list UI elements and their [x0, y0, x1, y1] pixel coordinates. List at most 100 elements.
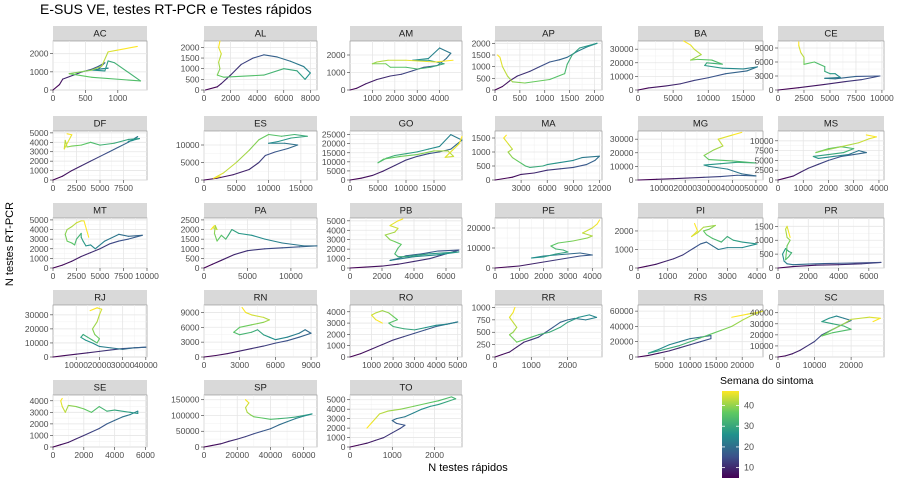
y-tick-label: 5000 — [327, 216, 346, 226]
path-segment — [720, 235, 728, 243]
y-tick-label: 150000 — [171, 395, 200, 405]
path-segment — [405, 59, 436, 63]
y-tick-label: 2000 — [472, 38, 491, 48]
path-segment — [216, 174, 234, 179]
path-segment — [383, 164, 396, 172]
path-segment — [60, 441, 69, 446]
path-segment — [445, 52, 452, 60]
path-segment — [75, 352, 89, 355]
panel-plot-area — [637, 40, 764, 91]
x-tick-label: 4000 — [248, 93, 267, 103]
path-segment — [121, 414, 131, 418]
x-tick-label: 30000 — [697, 183, 721, 193]
path-segment — [416, 148, 429, 153]
path-segment — [725, 70, 748, 75]
path-segment — [258, 133, 270, 141]
path-segment — [203, 177, 218, 181]
panel-ba: BA 0 5000 10000 15000 0 10000 20000 30000 — [610, 26, 764, 103]
path-segment — [216, 68, 221, 76]
path-segment — [99, 243, 110, 250]
panel-strip — [204, 26, 317, 41]
path-segment — [494, 266, 508, 269]
path-segment — [807, 263, 824, 265]
path-segment — [387, 408, 402, 412]
path-segment — [786, 225, 790, 233]
path-segment — [711, 245, 719, 251]
x-tick-label: 15000 — [704, 360, 728, 370]
path-segment — [388, 312, 394, 317]
path-segment — [824, 76, 841, 79]
path-segment — [741, 243, 758, 249]
path-segment — [269, 418, 280, 420]
path-segment — [106, 409, 116, 412]
path-segment — [71, 242, 76, 246]
panel-grid — [637, 41, 763, 91]
path-segment — [117, 45, 138, 51]
path-segment — [664, 258, 675, 263]
panel-grid — [203, 41, 317, 91]
path-segment — [83, 431, 93, 436]
y-tick-label: 20000 — [610, 58, 634, 68]
path-segment — [286, 416, 296, 419]
path-segment — [216, 234, 222, 242]
y-tick-label: 0 — [195, 352, 200, 362]
path-segment — [821, 317, 830, 323]
path-segment — [707, 73, 727, 79]
y-tick-label: 15000 — [322, 148, 346, 158]
y-tick-label: 10000 — [176, 140, 200, 150]
y-tick-label: 4000 — [327, 307, 346, 317]
path-segment — [788, 252, 793, 258]
path-segment — [792, 263, 809, 266]
panel-path — [204, 40, 311, 91]
x-tick-label: 20000 — [730, 360, 754, 370]
path-segment — [210, 225, 215, 231]
path-segment — [742, 66, 758, 70]
path-segment — [403, 328, 416, 331]
path-segment — [786, 239, 791, 247]
path-segment — [349, 266, 367, 269]
legend-colorbar — [722, 391, 739, 478]
path-segment — [98, 349, 112, 352]
path-segment — [731, 313, 748, 318]
path-segment — [251, 234, 266, 240]
path-segment — [412, 402, 427, 407]
y-tick-label: 0 — [769, 263, 774, 273]
path-segment — [567, 255, 581, 259]
x-tick-label: 6000 — [136, 450, 155, 460]
panel-strip — [350, 290, 462, 305]
path-segment — [133, 346, 147, 349]
path-segment — [868, 136, 877, 140]
y-tick-label: 5000 — [327, 166, 346, 176]
path-segment — [290, 135, 308, 139]
path-segment — [381, 263, 399, 267]
path-segment — [66, 145, 73, 148]
panel-path — [349, 134, 463, 181]
panel-strip-label: RR — [542, 293, 556, 304]
y-tick-label: 4000 — [30, 225, 49, 235]
x-tick-label: 3000 — [230, 360, 249, 370]
path-segment — [63, 134, 73, 150]
path-segment — [251, 345, 265, 350]
path-segment — [421, 250, 439, 255]
path-segment — [708, 165, 729, 170]
x-tick-label: 10000 — [394, 183, 418, 193]
path-segment — [284, 142, 299, 146]
path-segment — [268, 140, 279, 144]
x-tick-label: 40000 — [259, 450, 283, 460]
path-segment — [96, 314, 100, 323]
path-segment — [98, 308, 103, 316]
panel-plot-area — [494, 40, 603, 91]
path-segment — [679, 79, 695, 85]
path-segment — [872, 317, 881, 323]
path-segment — [370, 314, 377, 321]
path-segment — [222, 161, 237, 174]
y-tick-label: 0 — [44, 352, 49, 362]
path-segment — [549, 73, 566, 81]
path-segment — [379, 410, 389, 415]
path-segment — [688, 247, 696, 252]
path-segment — [689, 341, 702, 346]
path-segment — [80, 333, 84, 338]
path-segment — [264, 151, 276, 157]
